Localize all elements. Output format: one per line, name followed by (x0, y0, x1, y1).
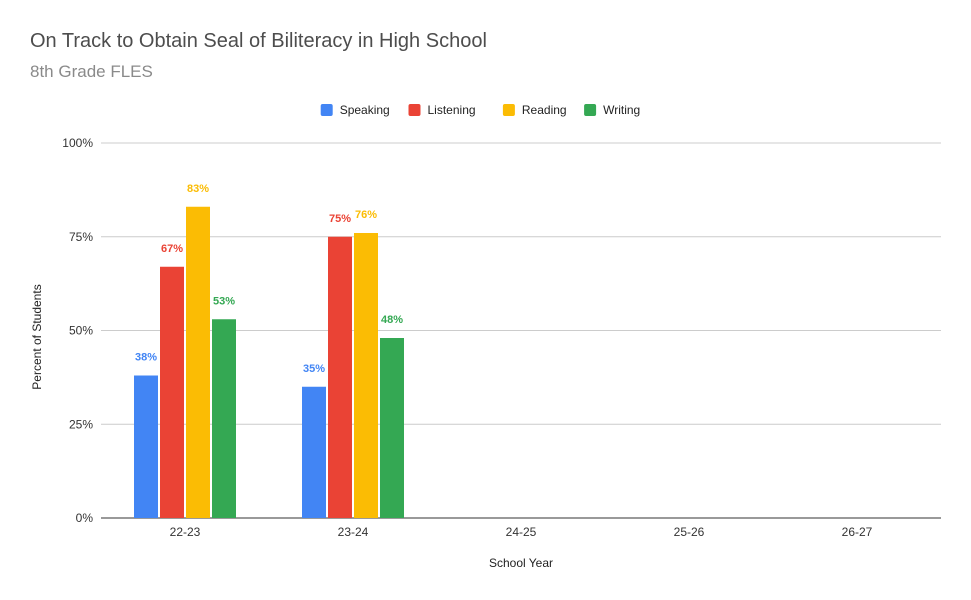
y-tick-label: 75% (69, 230, 93, 244)
legend-swatch-reading (502, 104, 515, 116)
data-label: 38% (135, 352, 157, 364)
data-label: 67% (161, 243, 183, 255)
legend: Speaking Listening Reading Writing (320, 103, 640, 117)
x-tick-label: 23-24 (338, 525, 369, 539)
data-label: 83% (187, 183, 209, 195)
data-labels: 38% 67% 83% 53% 35% 75% 76% 48% (135, 183, 403, 375)
bars (134, 206, 404, 518)
x-tick-label: 22-23 (170, 525, 201, 539)
chart-title: On Track to Obtain Seal of Biliteracy in… (30, 30, 487, 52)
y-tick-label: 25% (69, 417, 93, 431)
data-label: 35% (303, 363, 325, 375)
bar-reading (354, 233, 378, 518)
x-tick-label: 25-26 (674, 525, 705, 539)
legend-swatch-speaking (320, 104, 333, 116)
bar-speaking (134, 375, 158, 518)
bar-speaking (302, 386, 326, 518)
x-tick-label: 26-27 (842, 525, 873, 539)
x-tick-label: 24-25 (506, 525, 537, 539)
legend-swatch-writing (584, 104, 597, 116)
bar-reading (186, 206, 210, 518)
legend-label-speaking: Speaking (340, 103, 390, 117)
data-label: 53% (213, 295, 235, 307)
data-label: 76% (355, 209, 377, 221)
legend-label-writing: Writing (603, 103, 640, 117)
bar-writing (380, 338, 404, 518)
bar-listening (328, 236, 352, 518)
x-axis-ticks: 22-23 23-24 24-25 25-26 26-27 (170, 525, 873, 539)
x-axis-title: School Year (489, 556, 553, 570)
y-tick-label: 50% (69, 324, 93, 338)
gridlines (101, 142, 941, 519)
data-label: 48% (381, 314, 403, 326)
bar-listening (160, 266, 184, 518)
legend-label-listening: Listening (428, 103, 476, 117)
data-label: 75% (329, 213, 351, 225)
y-tick-label: 100% (62, 136, 93, 150)
legend-swatch-listening (408, 104, 421, 116)
y-axis-ticks: 0% 25% 50% 75% 100% (62, 136, 93, 525)
y-axis-title: Percent of Students (30, 284, 44, 389)
legend-label-reading: Reading (522, 103, 567, 117)
y-tick-label: 0% (76, 511, 94, 525)
chart-subtitle: 8th Grade FLES (30, 62, 153, 81)
bar-writing (212, 319, 236, 518)
